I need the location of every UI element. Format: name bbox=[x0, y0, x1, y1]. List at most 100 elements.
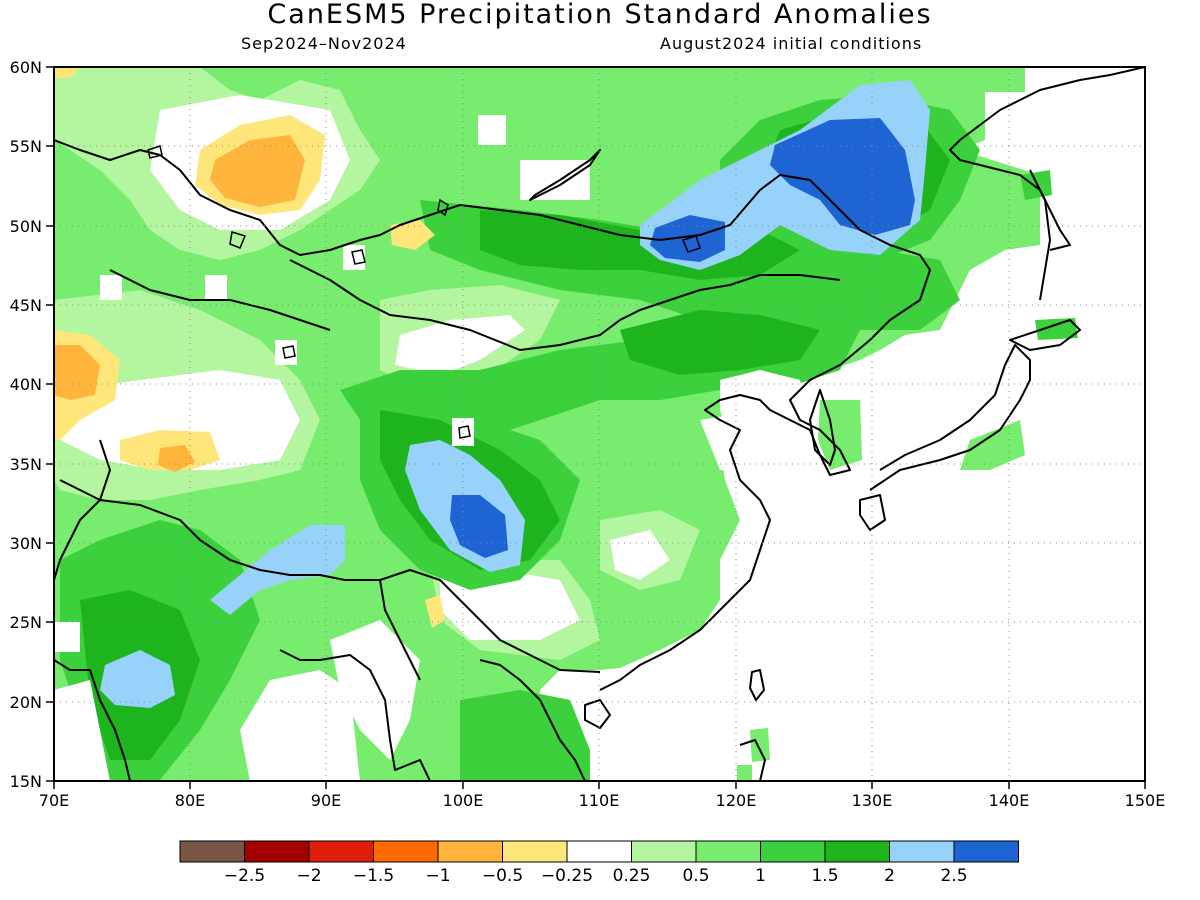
orange-west bbox=[54, 345, 100, 400]
colorbar-swatch bbox=[373, 840, 439, 863]
lon-tick-label: 110E bbox=[579, 791, 620, 810]
lon-tick-label: 120E bbox=[716, 791, 757, 810]
colorbar-swatch bbox=[953, 840, 1019, 863]
anomaly-field bbox=[54, 67, 1145, 781]
border-india-pakistan bbox=[54, 439, 111, 581]
lat-tick-label: 25N bbox=[10, 613, 42, 632]
coast-baikal bbox=[529, 149, 601, 201]
dark-green-east bbox=[620, 310, 820, 375]
colorbar: −2.5 −2 −1.5 −1 −0.5 −0.25 0.25 0.5 1 1.5 2 2.5 bbox=[179, 840, 1019, 886]
no-data-cell bbox=[452, 418, 474, 446]
colorbar-swatch bbox=[889, 840, 955, 863]
light-blue-india bbox=[100, 650, 175, 708]
yellow-mongolia bbox=[390, 220, 435, 250]
coast-ne-asia bbox=[599, 269, 931, 691]
lat-tick-label: 45N bbox=[10, 296, 42, 315]
coast-hokkaido bbox=[1009, 319, 1081, 351]
init-conditions-label: August2024 initial conditions bbox=[660, 34, 923, 53]
colorbar-swatch bbox=[437, 840, 503, 863]
lake bbox=[681, 235, 701, 253]
lake bbox=[147, 145, 163, 159]
colorbar-swatch bbox=[502, 840, 568, 863]
border-himalaya bbox=[59, 479, 461, 601]
lakes bbox=[147, 145, 701, 439]
coast-russia-pacific bbox=[949, 67, 1145, 251]
lat-tick-label: 15N bbox=[10, 772, 42, 791]
border-china-mongolia bbox=[289, 259, 841, 351]
orange-kashmir bbox=[158, 445, 195, 472]
lake bbox=[437, 198, 449, 217]
lat-tick-label: 50N bbox=[10, 217, 42, 236]
green-hokkaido bbox=[1035, 318, 1078, 340]
green-philippines bbox=[737, 765, 752, 781]
lake bbox=[458, 425, 471, 439]
lake bbox=[351, 249, 366, 265]
lon-axis: 70E 80E 90E 100E 110E 120E 130E 140E 150… bbox=[39, 781, 1166, 810]
coast-korea bbox=[809, 389, 836, 466]
yellow-corner bbox=[54, 67, 80, 78]
ocean-arabian bbox=[54, 680, 110, 781]
coast-bangladesh bbox=[279, 649, 431, 781]
colorbar-swatch bbox=[760, 840, 826, 863]
border-myanmar bbox=[379, 579, 421, 681]
green-sakhalin bbox=[1020, 170, 1052, 200]
colorbar-label: 1.5 bbox=[811, 866, 838, 886]
lon-tick-label: 80E bbox=[175, 791, 205, 810]
colorbar-label: −2.5 bbox=[224, 866, 265, 886]
lon-tick-label: 90E bbox=[311, 791, 341, 810]
colorbar-label: 1 bbox=[755, 866, 766, 886]
ocean-pacific bbox=[590, 67, 1145, 781]
colorbar-label: 0.25 bbox=[613, 866, 651, 886]
coastlines-borders bbox=[54, 67, 1145, 781]
colorbar-swatch bbox=[308, 840, 374, 863]
lon-tick-label: 130E bbox=[852, 791, 893, 810]
chart-title: CanESM5 Precipitation Standard Anomalies bbox=[267, 0, 933, 30]
border-china-south bbox=[459, 599, 601, 673]
no-data-cell bbox=[100, 275, 122, 300]
no-data-cell bbox=[54, 622, 80, 652]
neutral-mongolia bbox=[395, 315, 525, 375]
neutral-india bbox=[330, 620, 420, 760]
coast-kyushu bbox=[859, 494, 886, 531]
light-blue-himalaya bbox=[210, 525, 345, 615]
lat-tick-label: 60N bbox=[10, 58, 42, 77]
colorbar-label: 0.5 bbox=[682, 866, 709, 886]
colorbar-label: −1.5 bbox=[353, 866, 394, 886]
colorbar-label: −0.5 bbox=[482, 866, 523, 886]
coast-taiwan bbox=[749, 669, 765, 701]
gridlines bbox=[54, 67, 1145, 781]
colorbar-label: −2 bbox=[296, 866, 321, 886]
orange-kazakh bbox=[210, 135, 305, 207]
lon-tick-label: 100E bbox=[443, 791, 484, 810]
lake bbox=[229, 231, 247, 249]
green-taiwan bbox=[750, 728, 770, 762]
border-kazakh-central bbox=[109, 269, 331, 331]
green-indochina bbox=[460, 690, 590, 781]
lat-tick-label: 55N bbox=[10, 137, 42, 156]
colorbar-swatch bbox=[824, 840, 890, 863]
lat-tick-label: 35N bbox=[10, 455, 42, 474]
lon-tick-label: 150E bbox=[1125, 791, 1166, 810]
dark-blue-tibet bbox=[450, 495, 508, 558]
lon-tick-label: 140E bbox=[989, 791, 1030, 810]
no-data-cell bbox=[205, 275, 227, 300]
lon-tick-label: 70E bbox=[39, 791, 69, 810]
colorbar-label: −0.25 bbox=[541, 866, 593, 886]
colorbar-swatch bbox=[179, 840, 245, 863]
lat-tick-label: 20N bbox=[10, 693, 42, 712]
colorbar-swatch bbox=[244, 840, 310, 863]
colorbar-swatch bbox=[631, 840, 697, 863]
colorbar-swatch bbox=[695, 840, 761, 863]
lat-tick-label: 30N bbox=[10, 534, 42, 553]
period-label: Sep2024–Nov2024 bbox=[241, 34, 407, 53]
dark-blue-ne bbox=[770, 118, 915, 235]
coast-hainan bbox=[584, 699, 611, 729]
border-north bbox=[54, 139, 931, 271]
colorbar-label: −1 bbox=[425, 866, 450, 886]
lake bbox=[282, 345, 296, 359]
coast-india bbox=[54, 659, 131, 781]
coast-philippines bbox=[739, 739, 766, 781]
coast-indochina bbox=[479, 659, 586, 781]
yellow-myanmar bbox=[425, 595, 445, 628]
